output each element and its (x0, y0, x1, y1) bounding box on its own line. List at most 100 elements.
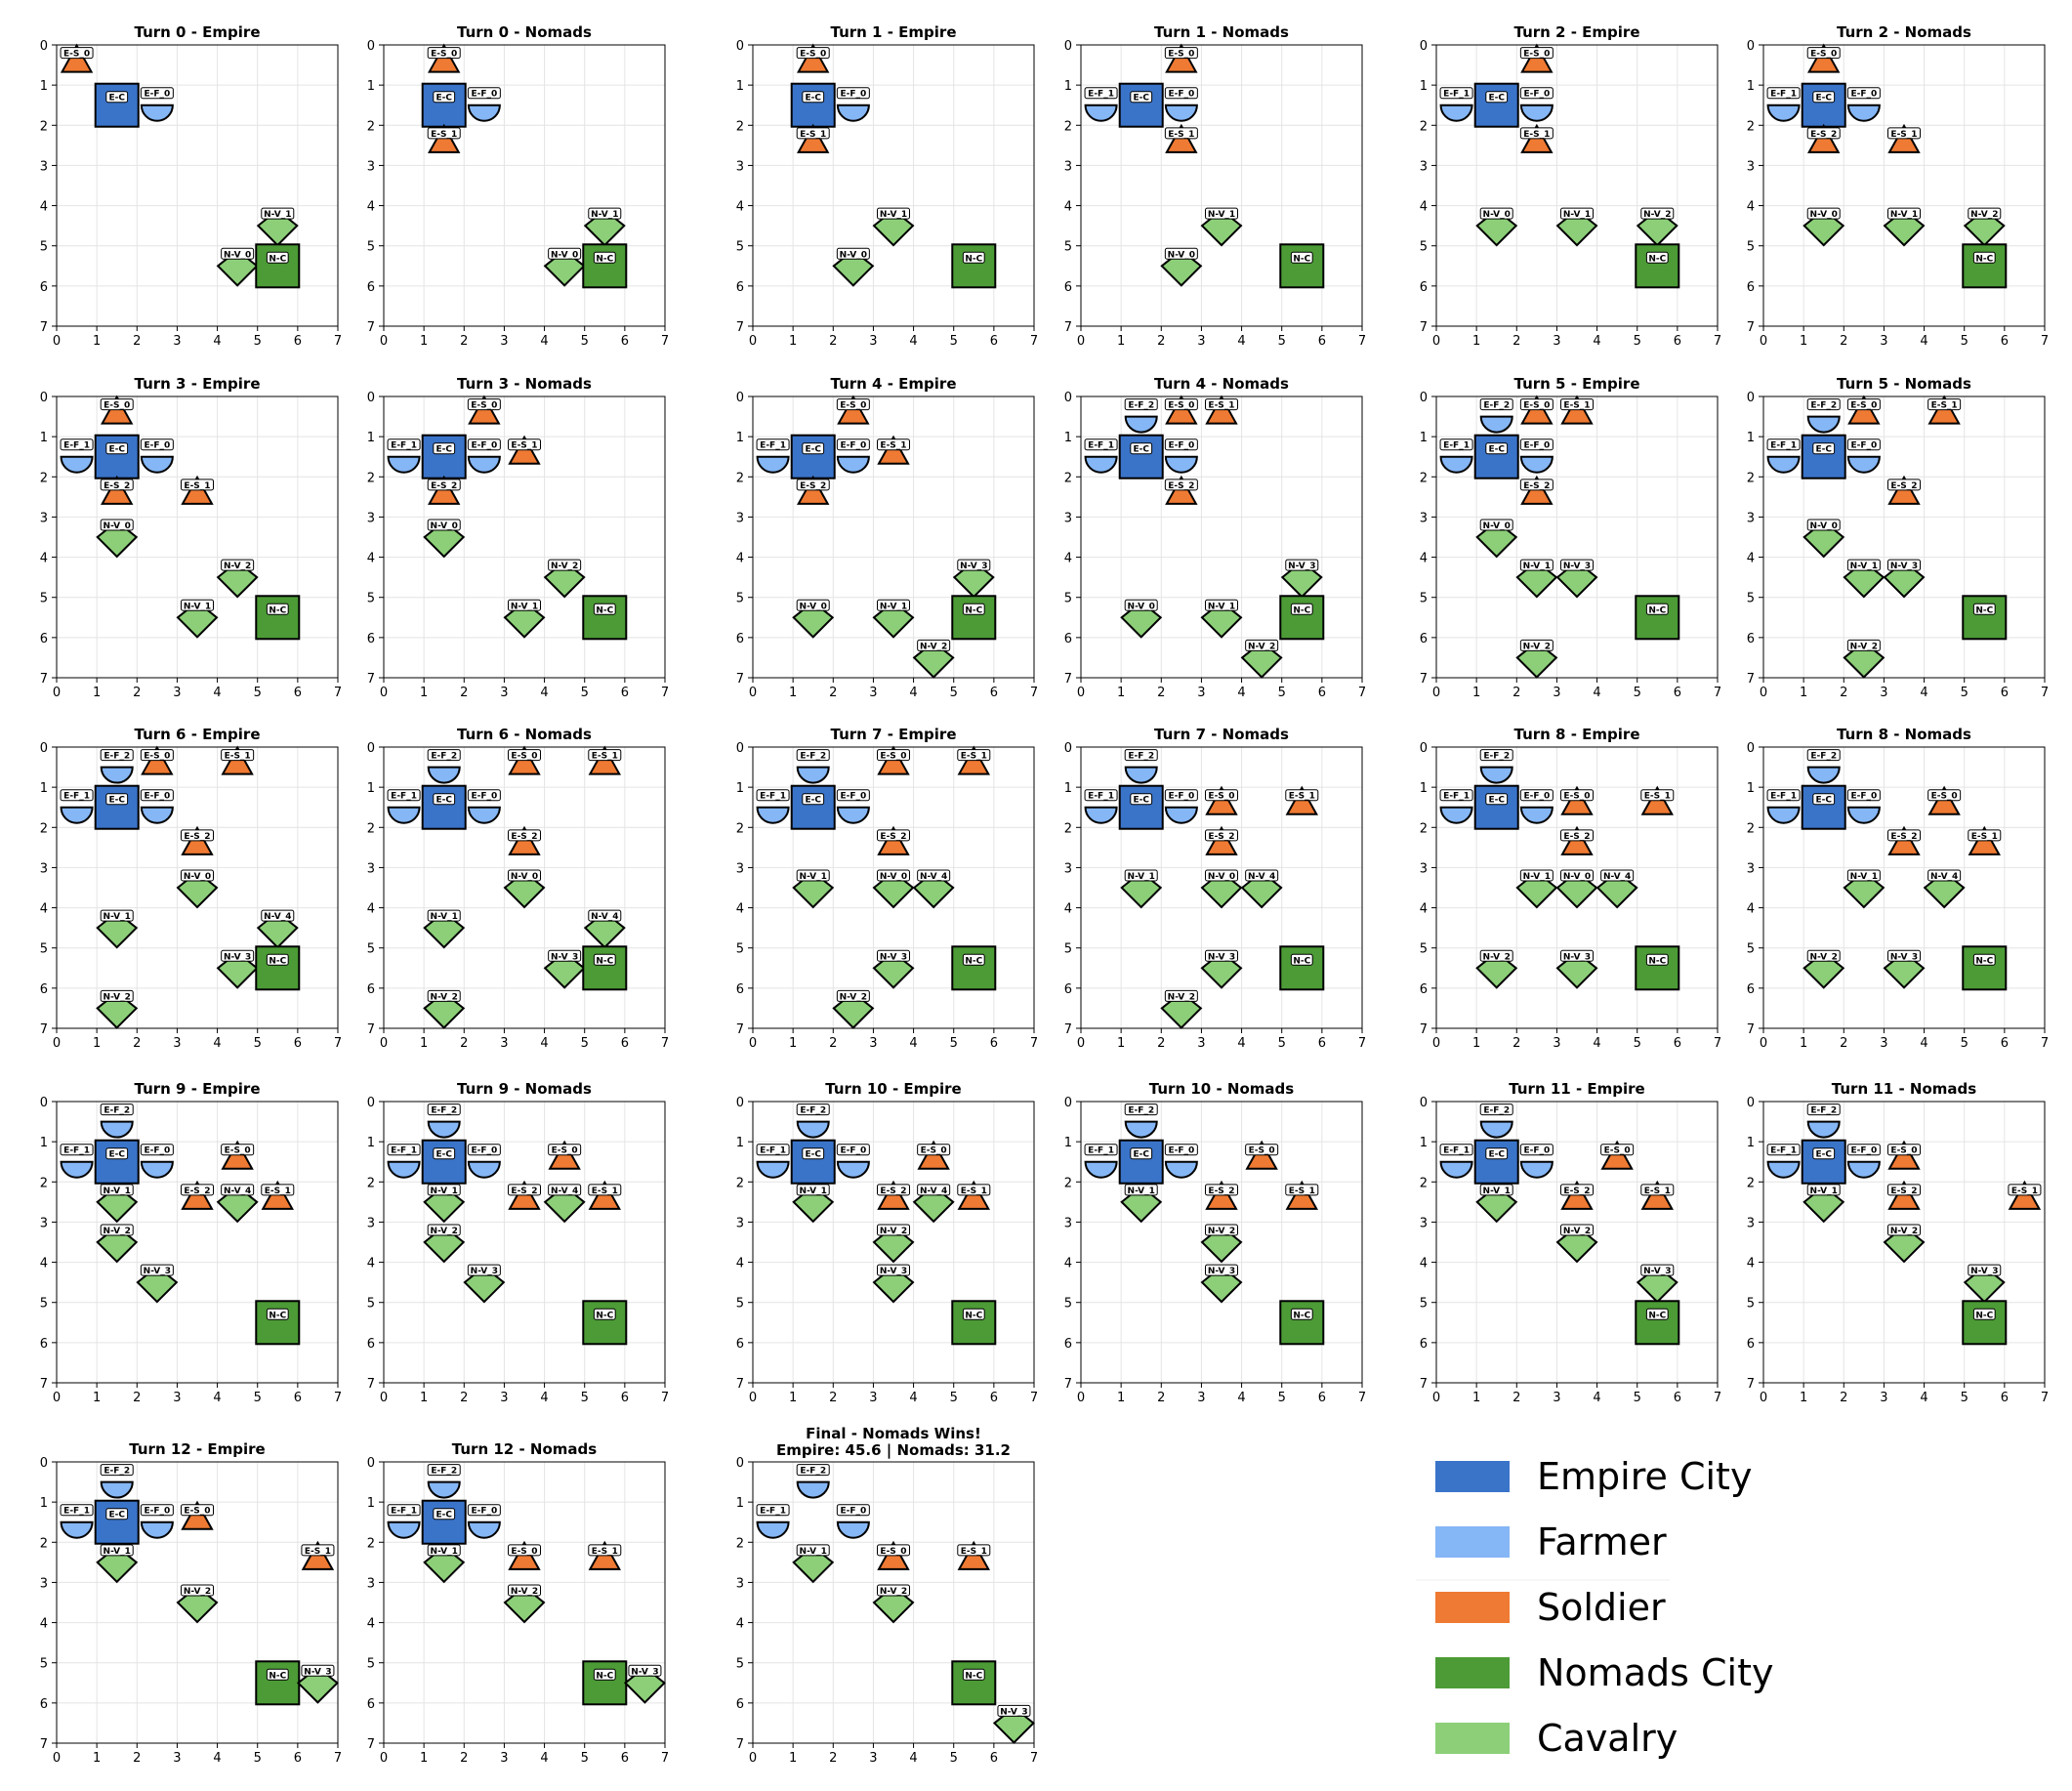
unit-label-box (836, 1504, 870, 1517)
unit-label: E-S_0 (1810, 50, 1837, 60)
unit-label-box (997, 1704, 1031, 1717)
unit-label: N-V_2 (1810, 952, 1838, 962)
nomads-city-marker (582, 945, 628, 991)
unit-label-box (962, 953, 985, 966)
farmer-marker (1439, 806, 1473, 824)
unit-label-box (1972, 251, 1996, 264)
unit-label-box (508, 749, 541, 762)
unit-label: E-S_1 (800, 130, 826, 140)
x-tick-label: 1 (420, 686, 428, 700)
unit-label-box (1084, 789, 1118, 802)
x-tick-label: 1 (789, 1036, 797, 1051)
y-tick-label: 0 (1064, 391, 1072, 405)
unit-label: E-F_0 (1850, 1146, 1877, 1156)
soldier-marker (1887, 1180, 1921, 1210)
x-tick-label: 2 (460, 1391, 468, 1405)
unit-n-v-3: N-V_3 (1963, 1264, 2006, 1304)
y-tick-label: 4 (1064, 552, 1072, 566)
unit-label: E-F_0 (1523, 441, 1550, 451)
x-tick-label: 6 (294, 334, 302, 349)
unit-label: E-C (805, 94, 821, 104)
x-tick-label: 4 (213, 334, 221, 349)
unit-label: E-F_0 (1168, 90, 1194, 100)
x-tick-label: 1 (1117, 1036, 1125, 1051)
plot-title: Turn 1 - Empire (831, 23, 957, 41)
unit-label-box (1640, 207, 1675, 220)
unit-n-c: N-C (1962, 595, 2008, 641)
x-tick-label: 4 (1593, 1036, 1600, 1051)
x-tick-label: 0 (749, 334, 757, 349)
y-tick-label: 5 (1747, 942, 1755, 957)
plot-title: Turn 12 - Empire (129, 1440, 265, 1458)
unit-label: E-C (108, 1150, 125, 1160)
plot-title: Final - Nomads Wins! (806, 1425, 981, 1442)
y-tick-label: 1 (1420, 79, 1428, 94)
x-tick-label: 7 (1714, 1036, 1721, 1051)
x-tick-label: 2 (1840, 686, 1847, 700)
unit-label: E-S_2 (1563, 832, 1590, 842)
y-tick-label: 7 (736, 1022, 744, 1037)
unit-label-box (427, 127, 461, 140)
y-tick-label: 6 (40, 632, 48, 646)
unit-label: N-V_2 (1890, 1227, 1918, 1236)
unit-label: E-S_1 (431, 130, 457, 140)
y-tick-label: 3 (1747, 1216, 1755, 1230)
unit-e-f-0: E-F_0 (467, 87, 501, 122)
y-tick-label: 2 (1420, 1176, 1428, 1190)
unit-label: N-C (596, 956, 613, 966)
unit-label: E-S_2 (880, 1187, 906, 1196)
unit-label: N-V_4 (551, 1187, 578, 1196)
unit-e-f-0: E-F_0 (1519, 1144, 1554, 1179)
x-tick-label: 2 (1513, 1391, 1520, 1405)
x-tick-label: 0 (380, 334, 388, 349)
unit-e-f-0: E-F_0 (1164, 438, 1198, 474)
x-tick-label: 6 (990, 1751, 998, 1766)
y-tick-label: 5 (1420, 240, 1428, 255)
unit-n-v-0: N-V_0 (1200, 869, 1243, 909)
x-tick-label: 4 (540, 686, 548, 700)
x-tick-label: 6 (1318, 1036, 1326, 1051)
unit-label: N-V_1 (1523, 872, 1551, 882)
unit-label: N-V_0 (1810, 521, 1838, 531)
unit-label-box (962, 1308, 985, 1320)
x-tick-label: 7 (1358, 686, 1366, 700)
unit-label-box (181, 829, 214, 842)
empire-city-marker (1118, 1139, 1164, 1185)
unit-label-box (1972, 603, 1996, 615)
unit-label-box (140, 1504, 174, 1517)
unit-label-box (1479, 749, 1513, 762)
unit-label: E-F_2 (104, 1106, 130, 1116)
farmer-marker (1439, 455, 1473, 474)
x-tick-label: 1 (93, 686, 101, 700)
farmer-marker (1806, 415, 1841, 434)
y-tick-label: 0 (1420, 39, 1428, 54)
soldier-marker (877, 1540, 910, 1570)
unit-e-f-0: E-F_0 (140, 87, 174, 122)
farmer-marker (427, 1480, 461, 1499)
x-tick-label: 6 (294, 1036, 302, 1051)
unit-e-s-0: E-S_0 (917, 1140, 951, 1170)
x-tick-label: 0 (1760, 686, 1767, 700)
x-tick-label: 0 (1432, 334, 1440, 349)
farmer-marker (100, 766, 134, 784)
x-tick-label: 3 (1197, 1036, 1205, 1051)
y-tick-label: 3 (1747, 511, 1755, 525)
unit-e-c: E-C (94, 784, 140, 830)
x-tick-label: 1 (1117, 334, 1125, 349)
farmer-marker (1766, 104, 1801, 122)
unit-label-box (221, 1184, 255, 1196)
unit-label: E-S_1 (1523, 130, 1550, 140)
unit-label: E-F_1 (1770, 1146, 1797, 1156)
y-tick-label: 3 (1064, 511, 1072, 525)
unit-n-v-0: N-V_0 (1475, 207, 1518, 247)
unit-label-box (1205, 829, 1238, 842)
farmer-marker (100, 1120, 134, 1139)
y-tick-label: 0 (736, 39, 744, 54)
unit-label-box (1245, 639, 1279, 651)
y-tick-label: 0 (1064, 741, 1072, 756)
farmer-marker (1084, 455, 1118, 474)
nomads-city-marker (582, 595, 628, 641)
